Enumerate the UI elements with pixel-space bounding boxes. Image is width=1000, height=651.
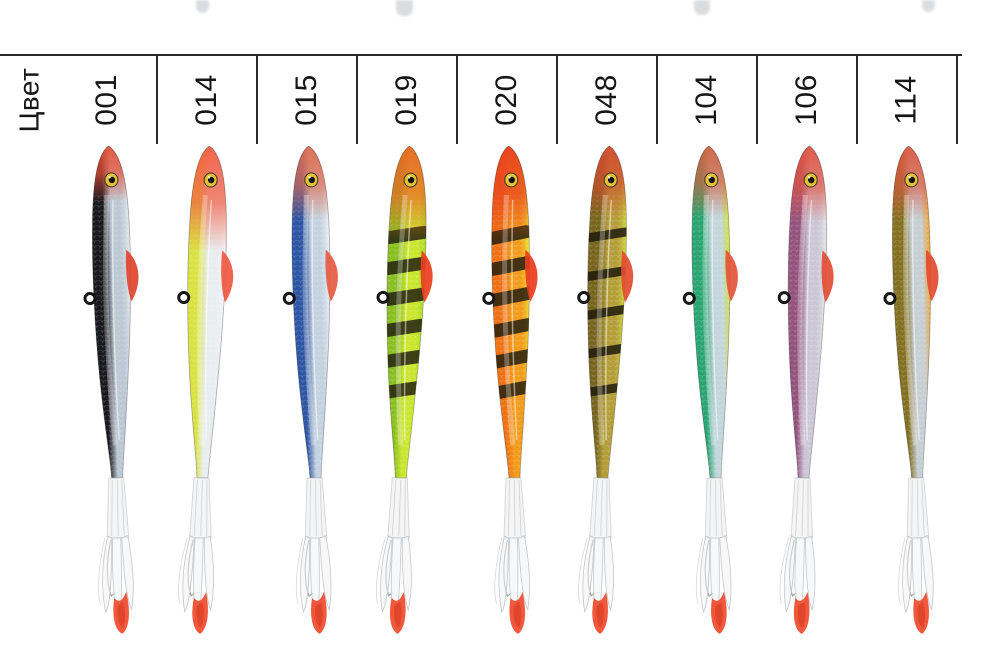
lure-014 [158,140,258,645]
lure-image [777,145,834,634]
column-label: 106 [790,74,823,126]
lure-020 [458,140,558,645]
lure-image [375,145,433,634]
column-cell-015: 015 [258,56,358,144]
lure-106 [758,140,858,645]
lure-image [482,145,538,634]
lure-row [58,140,958,645]
column-label: 020 [490,74,523,126]
header-rule [0,54,962,56]
column-label: 019 [390,74,423,126]
column-label: 015 [290,74,323,126]
column-cell-106: 106 [758,56,858,144]
column-cell-048: 048 [558,56,658,144]
lure-image [577,145,634,634]
column-label: 048 [590,74,623,126]
lure-image [282,145,338,634]
row-label-cell: Цвет [0,56,58,144]
lure-image [682,145,738,634]
column-cell-001: 001 [58,56,158,144]
column-cell-014: 014 [158,56,258,144]
lure-019 [358,140,458,645]
photo-fragment [396,0,413,16]
column-cell-019: 019 [358,56,458,144]
photo-fragment [196,0,209,13]
lure-048 [558,140,658,645]
photo-fragment [694,0,710,15]
photo-fragment [922,0,935,12]
column-label: 104 [690,74,723,126]
lure-104 [658,140,758,645]
column-cell-114: 114 [858,56,958,144]
row-label: Цвет [13,67,44,133]
column-cell-104: 104 [658,56,758,144]
lure-image [83,145,139,634]
header-row: Цвет 001 014 015 019 020 048 104 106 114 [0,56,958,144]
lure-114 [858,140,958,645]
lure-001 [58,140,158,645]
column-label: 001 [90,74,123,126]
column-cell-020: 020 [458,56,558,144]
column-label: 114 [889,75,923,125]
lure-image [177,145,234,634]
column-label: 014 [190,74,223,126]
lure-image [883,145,939,634]
lure-015 [258,140,358,645]
